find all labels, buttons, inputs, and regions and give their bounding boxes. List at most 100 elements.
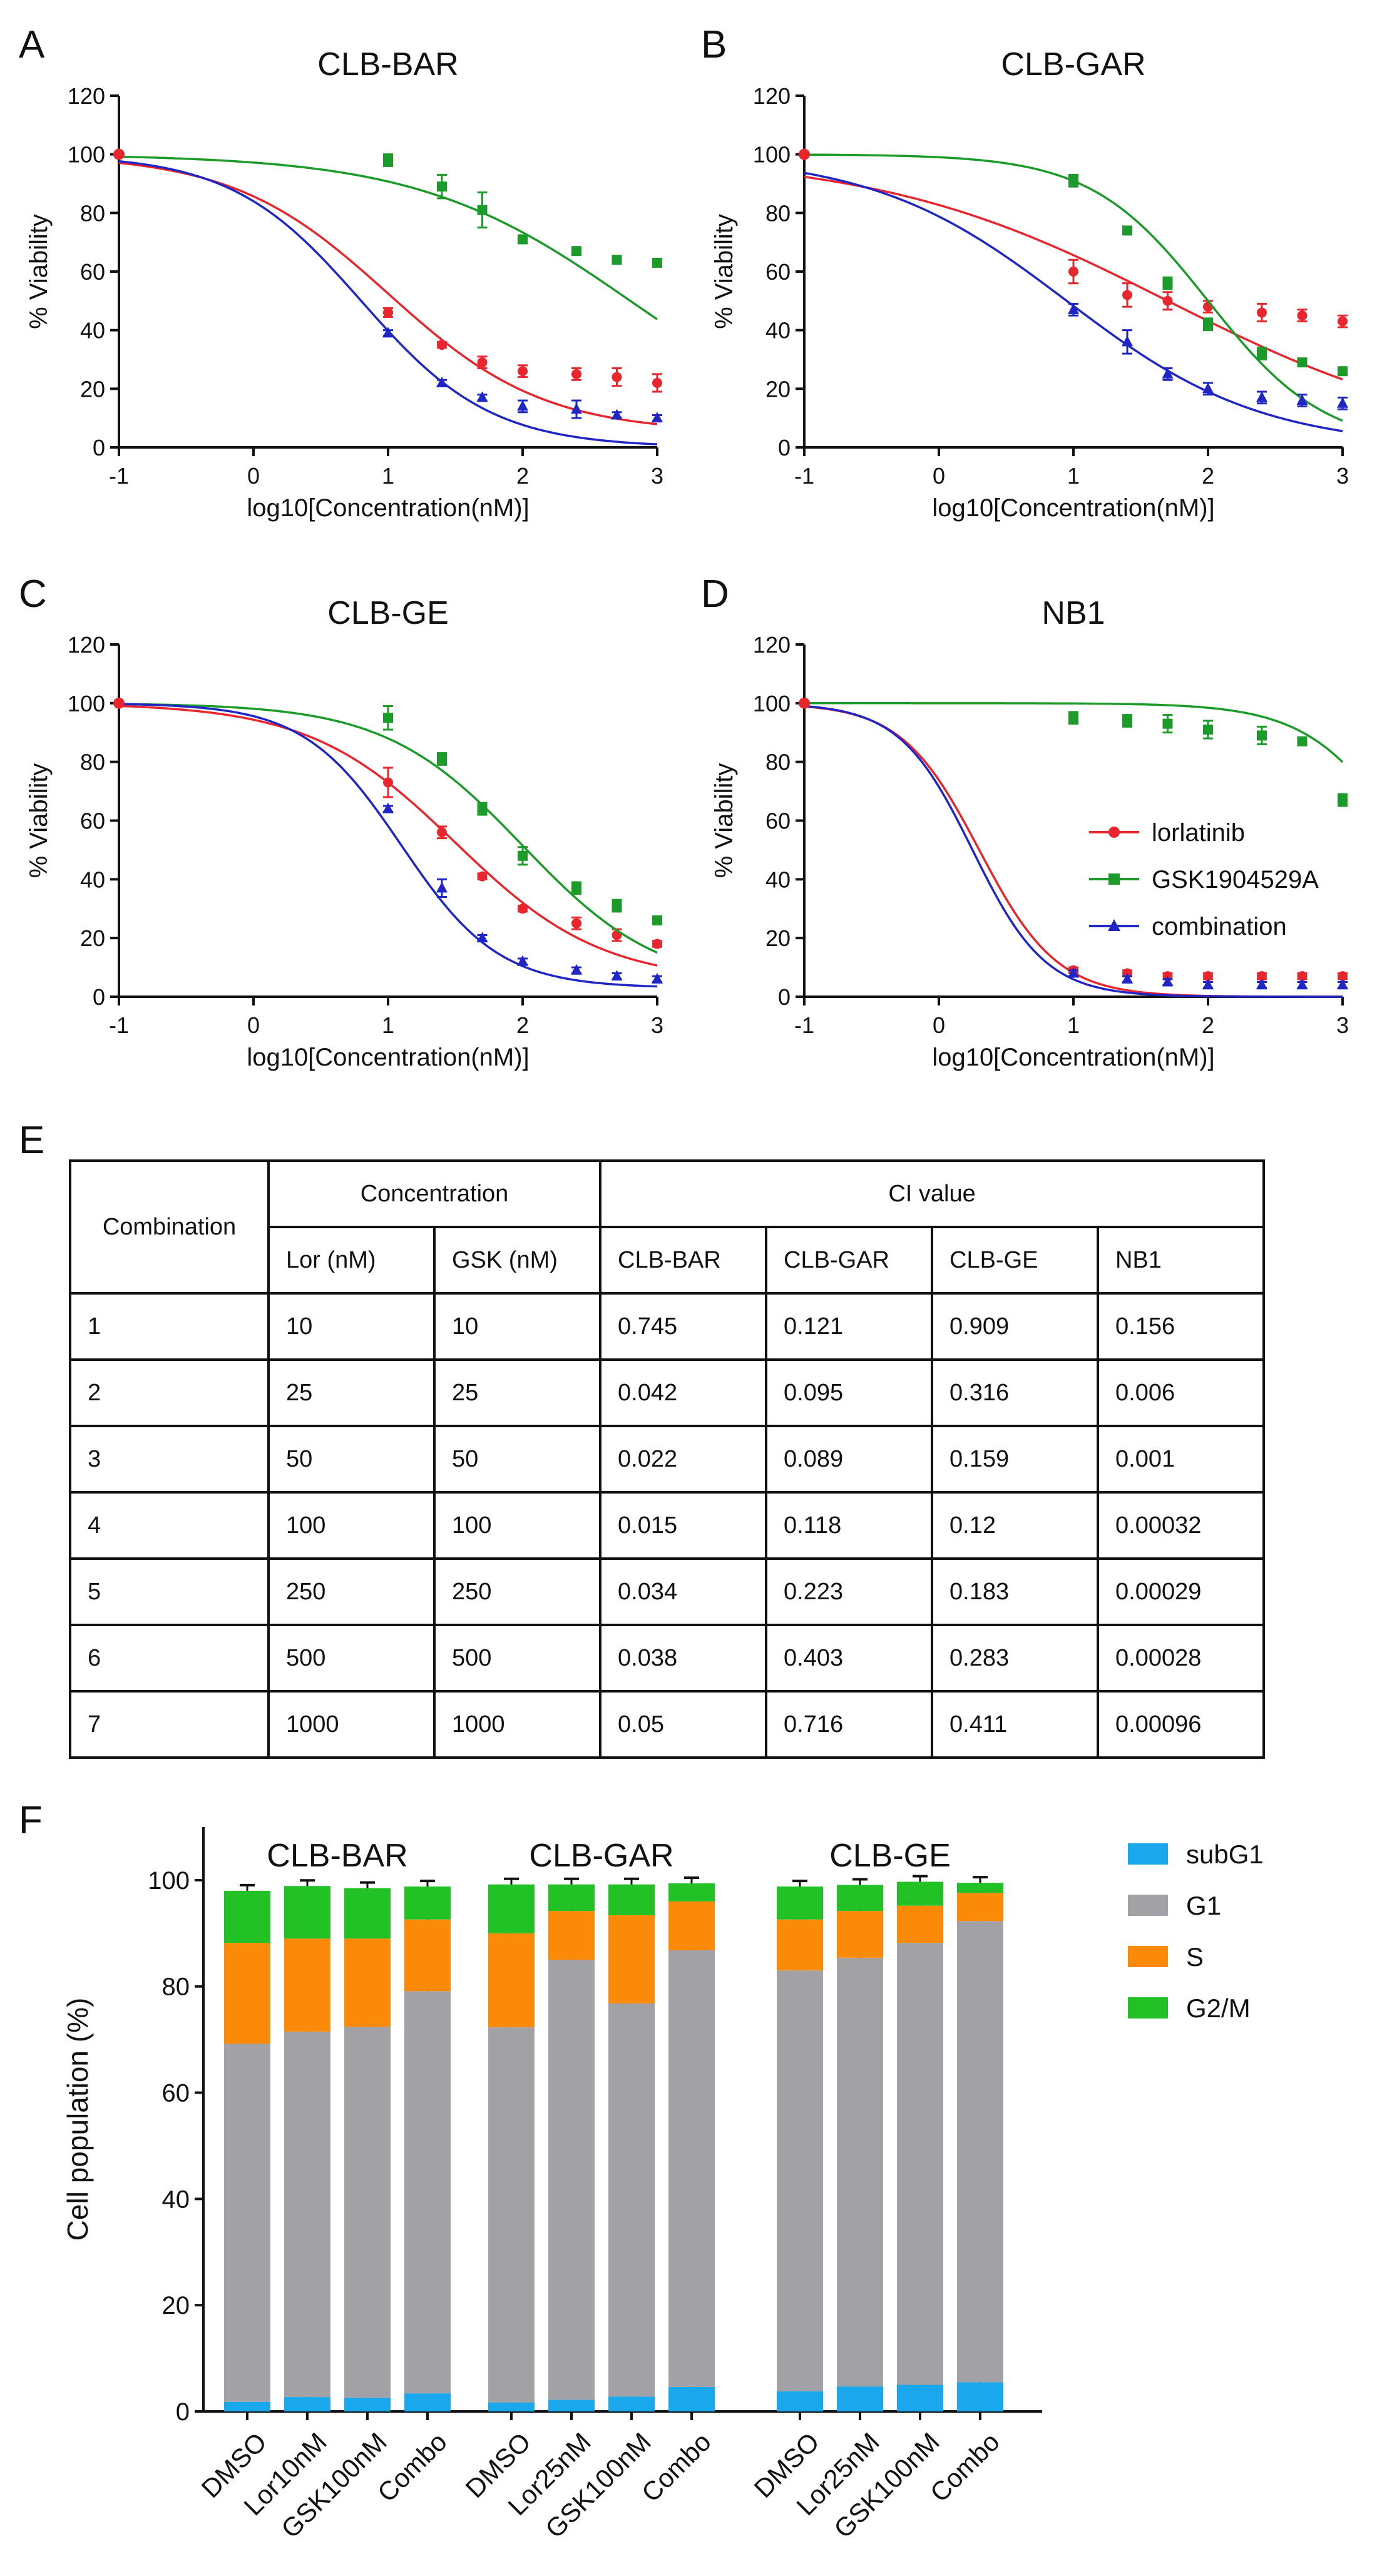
data-point-gsk1904529a bbox=[1203, 319, 1213, 330]
data-point-lorlatinib bbox=[383, 777, 393, 788]
y-tick-label: 80 bbox=[80, 750, 105, 775]
bar-segment-g2m bbox=[897, 1881, 943, 1906]
chart-title: CLB-BAR bbox=[317, 46, 458, 83]
table-cell: 0.118 bbox=[765, 1491, 933, 1560]
x-tick-label: 3 bbox=[651, 463, 663, 489]
x-axis-label: log10[Concentration(nM)] bbox=[932, 494, 1214, 522]
data-point-lorlatinib bbox=[477, 357, 488, 368]
data-point-combination bbox=[1256, 979, 1267, 990]
table-cell: 0.022 bbox=[599, 1425, 767, 1494]
y-tick-label: 20 bbox=[765, 925, 791, 951]
data-point-gsk1904529a bbox=[1203, 725, 1213, 735]
data-point-combination bbox=[382, 327, 394, 338]
chart-title: NB1 bbox=[1042, 595, 1105, 631]
y-tick-label: 60 bbox=[765, 808, 791, 834]
data-point-gsk1904529a bbox=[1338, 366, 1348, 377]
data-point-combination bbox=[1256, 391, 1267, 402]
legend-label: combination bbox=[1152, 913, 1287, 940]
data-point-combination bbox=[1337, 397, 1348, 408]
bar-segment-g1 bbox=[897, 1943, 943, 2385]
data-point-combination bbox=[1337, 979, 1348, 990]
legend-marker-square bbox=[1108, 873, 1120, 885]
data-point-combination bbox=[1068, 303, 1079, 314]
group-title: CLB-GE bbox=[829, 1838, 951, 1874]
table-row: 2 25 25 0.042 0.095 0.316 0.006 bbox=[69, 1358, 1266, 1427]
control-point bbox=[799, 148, 810, 160]
y-tick-label: 120 bbox=[753, 632, 791, 658]
bar-segment-s bbox=[837, 1911, 883, 1958]
x-tick-label: 2 bbox=[516, 463, 529, 489]
category-label: Combo bbox=[924, 2427, 1005, 2508]
control-point bbox=[113, 148, 125, 160]
y-tick-label: 120 bbox=[68, 83, 105, 109]
header-combination: Combination bbox=[69, 1159, 270, 1295]
y-tick-label: 40 bbox=[765, 318, 791, 344]
category-label: Combo bbox=[372, 2427, 453, 2508]
data-point-combination bbox=[382, 802, 394, 813]
data-point-gsk1904529a bbox=[652, 257, 662, 268]
fit-curve-lorlatinib bbox=[804, 705, 1343, 998]
bar-segment-g1 bbox=[548, 1960, 595, 2400]
bar-segment-s bbox=[404, 1919, 451, 1992]
data-point-gsk1904529a bbox=[612, 900, 622, 911]
bar-segment-g1 bbox=[224, 2044, 270, 2402]
x-tick-label: 1 bbox=[1067, 463, 1080, 489]
table-cell: 0.015 bbox=[599, 1491, 767, 1560]
data-point-lorlatinib bbox=[437, 827, 447, 838]
bar-segment-subg1 bbox=[344, 2397, 391, 2411]
data-point-combination bbox=[571, 964, 582, 975]
table-cell: 3 bbox=[69, 1425, 270, 1494]
panel-label-e: E bbox=[19, 1119, 44, 1162]
data-point-gsk1904529a bbox=[437, 753, 447, 764]
y-tick-label: 40 bbox=[80, 318, 105, 344]
table-cell: 0.034 bbox=[599, 1557, 767, 1626]
table-cell: 4 bbox=[69, 1491, 270, 1560]
table-cell: 25 bbox=[267, 1358, 436, 1427]
bar-segment-g2m bbox=[488, 1884, 535, 1933]
legend-swatch-s bbox=[1128, 1946, 1168, 1967]
y-tick-label: 40 bbox=[80, 867, 105, 892]
panel-label-b: B bbox=[701, 23, 727, 66]
table-cell: 100 bbox=[433, 1491, 601, 1560]
bar-segment-subg1 bbox=[777, 2391, 823, 2411]
data-point-gsk1904529a bbox=[571, 246, 581, 257]
table-cell: 7 bbox=[69, 1690, 270, 1759]
table-cell: 500 bbox=[433, 1624, 601, 1693]
table-cell: 6 bbox=[69, 1624, 270, 1693]
bar-segment-g1 bbox=[777, 1970, 823, 2391]
data-point-gsk1904529a bbox=[1122, 225, 1132, 236]
chart-title: CLB-GAR bbox=[1001, 46, 1145, 83]
x-tick-label: 1 bbox=[1067, 1012, 1080, 1038]
table-cell: 0.00096 bbox=[1096, 1690, 1266, 1759]
x-tick-label: 1 bbox=[382, 1012, 394, 1038]
chart-title: CLB-GE bbox=[327, 595, 449, 631]
data-point-lorlatinib bbox=[437, 340, 447, 350]
y-tick-label: 100 bbox=[753, 691, 791, 716]
data-point-combination bbox=[652, 412, 663, 423]
data-point-combination bbox=[1068, 967, 1079, 978]
y-tick-label: 60 bbox=[80, 808, 105, 834]
bar-segment-s bbox=[548, 1911, 595, 1960]
table-cell: 0.223 bbox=[765, 1557, 933, 1626]
panel-label-d: D bbox=[701, 573, 729, 616]
data-point-combination bbox=[436, 376, 448, 387]
bar-segment-g1 bbox=[344, 2027, 391, 2398]
table-cell: 0.403 bbox=[765, 1624, 933, 1693]
control-point bbox=[799, 697, 810, 709]
data-point-combination bbox=[652, 972, 663, 984]
bar-segment-g1 bbox=[608, 2003, 655, 2397]
data-point-combination bbox=[1162, 367, 1174, 379]
table-cell: 0.745 bbox=[599, 1292, 767, 1361]
y-tick-label: 0 bbox=[176, 2398, 190, 2426]
bar-segment-subg1 bbox=[957, 2382, 1003, 2411]
data-point-combination bbox=[571, 403, 582, 414]
header-gsk: GSK (nM) bbox=[433, 1226, 601, 1295]
data-point-gsk1904529a bbox=[612, 255, 622, 265]
data-point-combination bbox=[1296, 394, 1308, 405]
data-point-lorlatinib bbox=[1203, 971, 1213, 982]
x-axis-label: log10[Concentration(nM)] bbox=[932, 1044, 1214, 1071]
data-point-gsk1904529a bbox=[1297, 357, 1308, 368]
fit-curve-lorlatinib bbox=[118, 161, 658, 425]
table-cell: 250 bbox=[433, 1557, 601, 1626]
bar-segment-g2m bbox=[344, 1888, 391, 1939]
